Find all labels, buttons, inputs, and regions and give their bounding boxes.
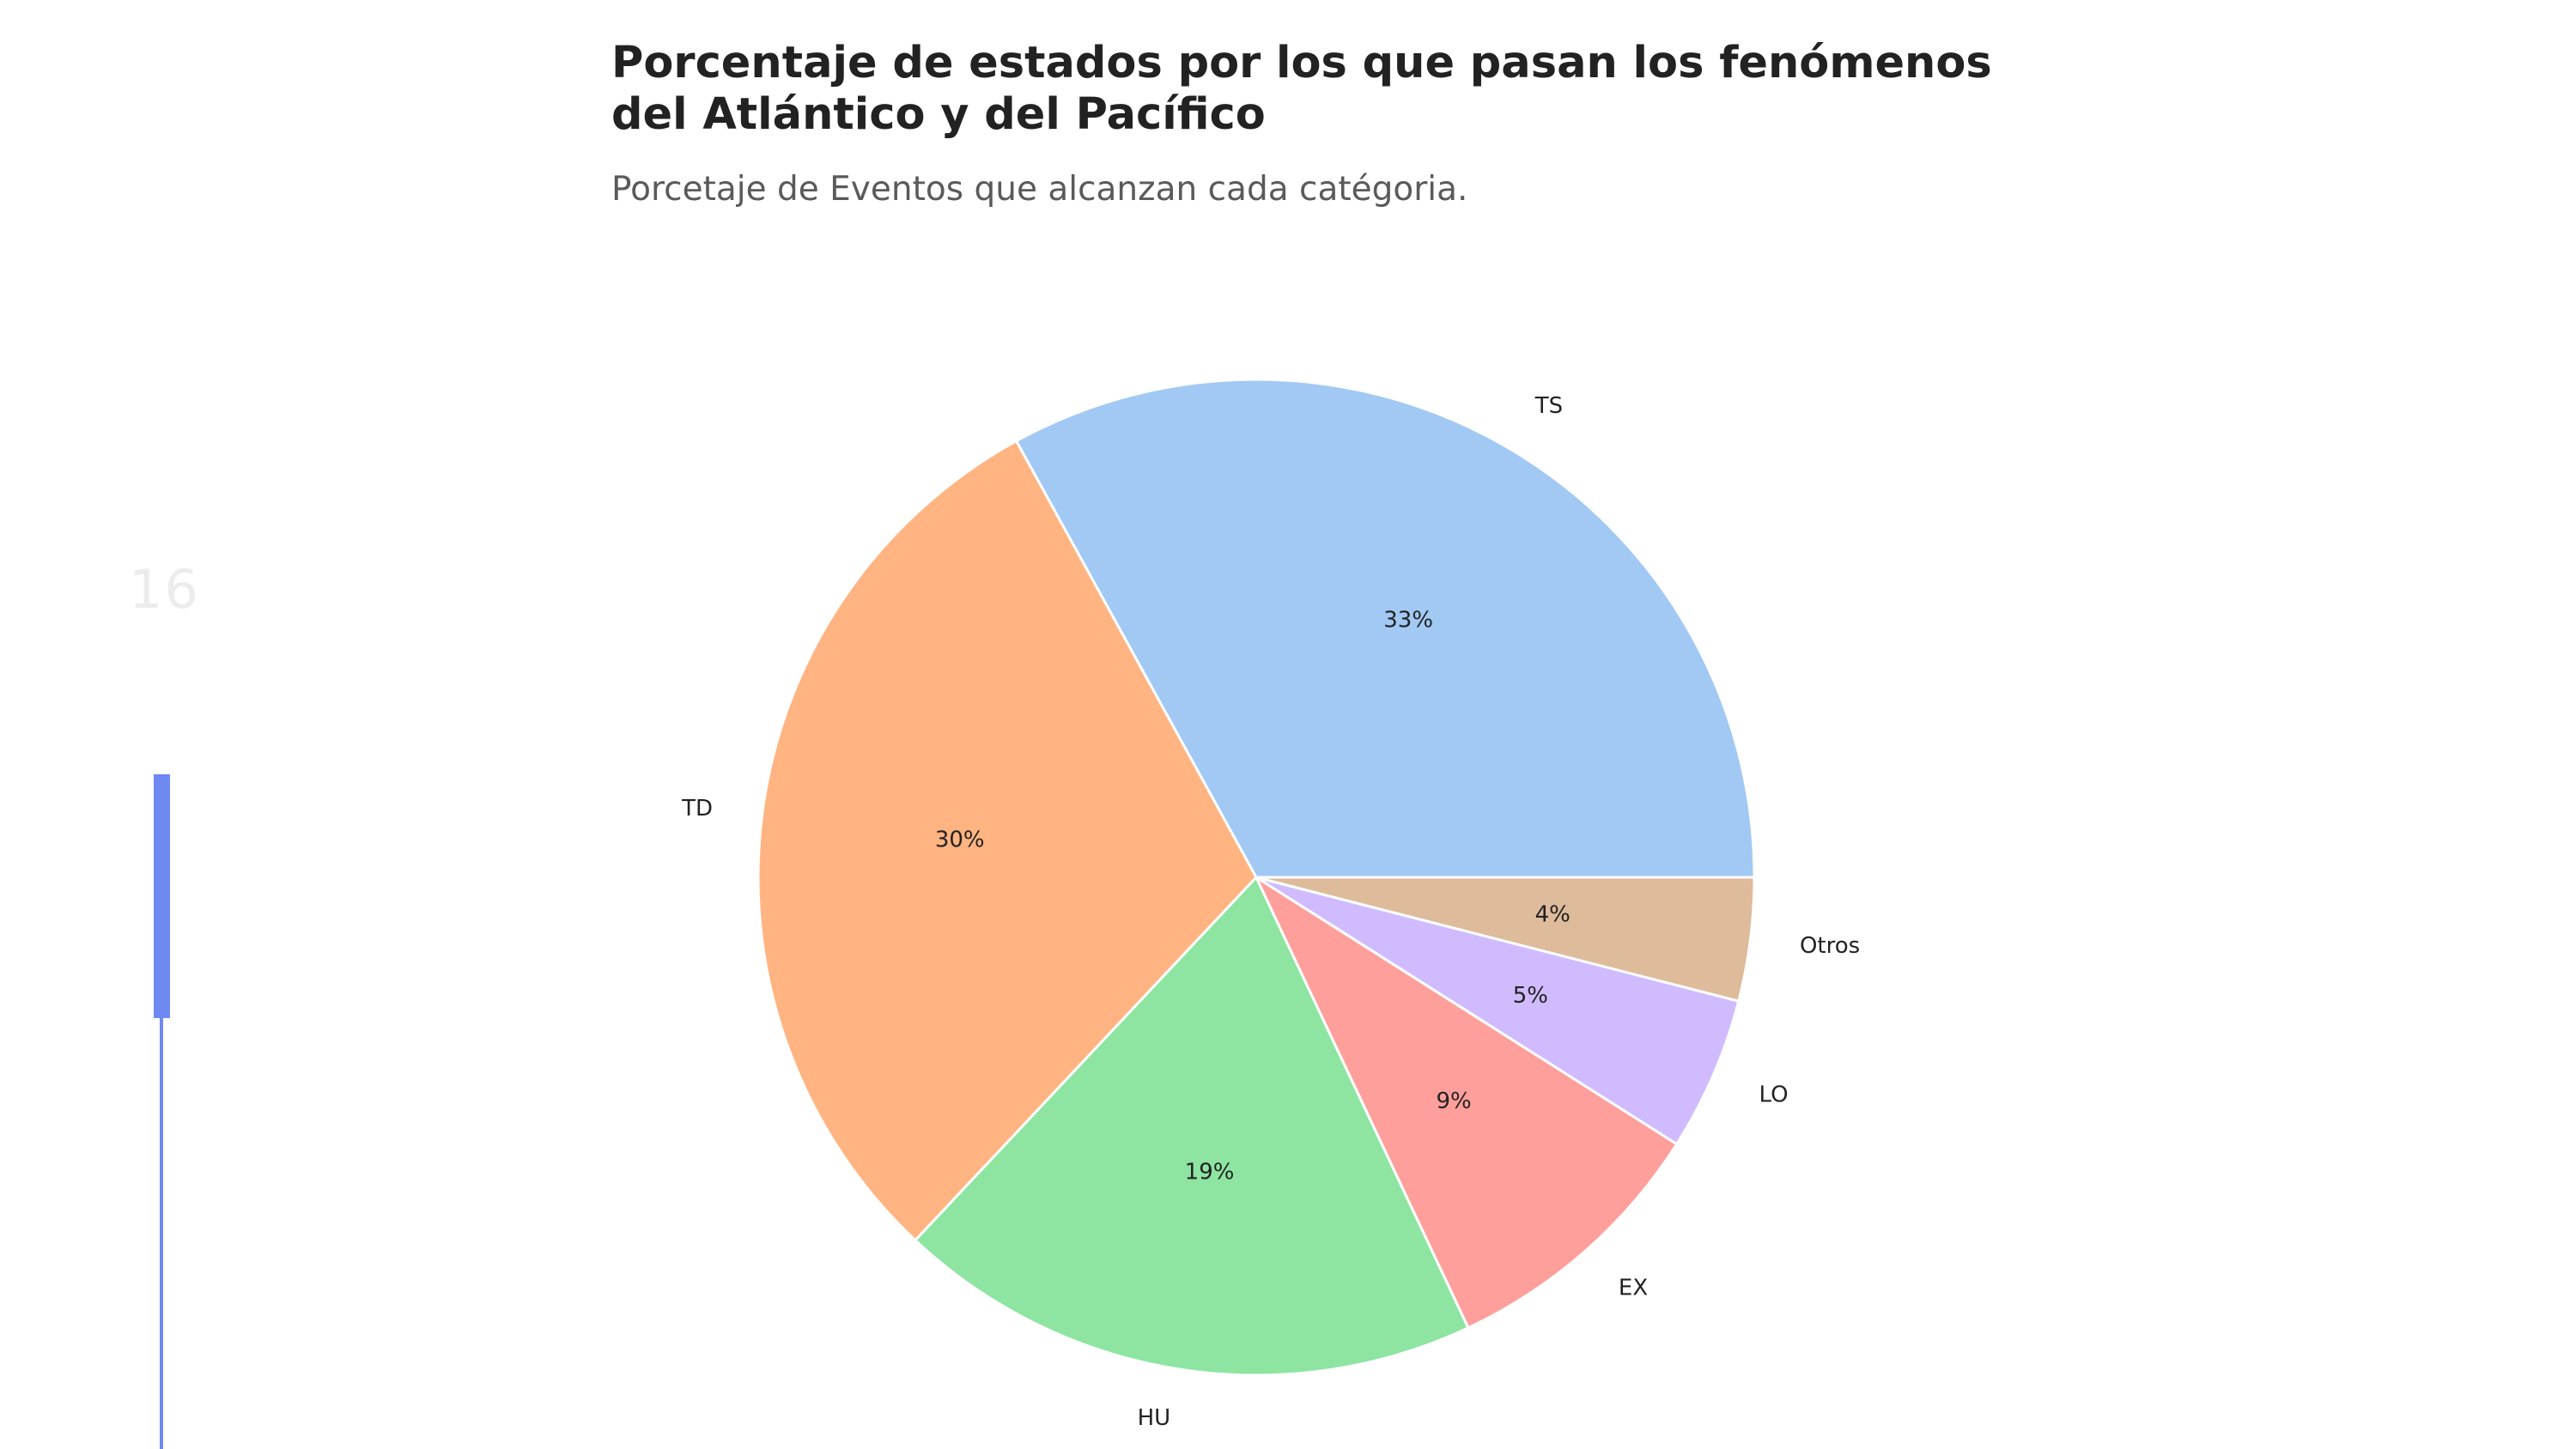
pie-pct-label-lo: 5% xyxy=(1513,983,1548,1009)
chart-title: Porcentaje de estados por los que pasan … xyxy=(611,38,1992,140)
pie-slice-lo xyxy=(1255,876,1741,1146)
chart-subtitle: Porcetaje de Eventos que alcanzan cada c… xyxy=(611,170,1468,209)
pie-pct-label-ex: 9% xyxy=(1437,1088,1472,1114)
pie-category-label-hu: HU xyxy=(1138,1405,1171,1431)
pie-slice-ts xyxy=(1014,378,1756,879)
pie-slice-td xyxy=(756,439,1258,1242)
pie-slice-ex xyxy=(1253,873,1679,1330)
pie-pct-label-otros: 4% xyxy=(1535,902,1571,928)
progress-track xyxy=(160,1018,163,1449)
pie-slice-hu xyxy=(913,875,1470,1377)
progress-bar-fill xyxy=(154,774,170,1018)
pie-category-label-ts: TS xyxy=(1534,393,1563,419)
pie-category-label-ex: EX xyxy=(1619,1276,1648,1301)
pie-pct-label-ts: 33% xyxy=(1383,607,1433,633)
pie-pct-label-hu: 19% xyxy=(1185,1160,1235,1185)
pie-slice-otros xyxy=(1255,876,1756,1003)
pie-pct-label-td: 30% xyxy=(935,827,985,852)
pie-category-label-lo: LO xyxy=(1759,1082,1789,1107)
slide-number: 16 xyxy=(129,558,200,621)
pie-category-label-td: TD xyxy=(681,796,713,822)
pie-category-label-otros: Otros xyxy=(1800,933,1860,959)
